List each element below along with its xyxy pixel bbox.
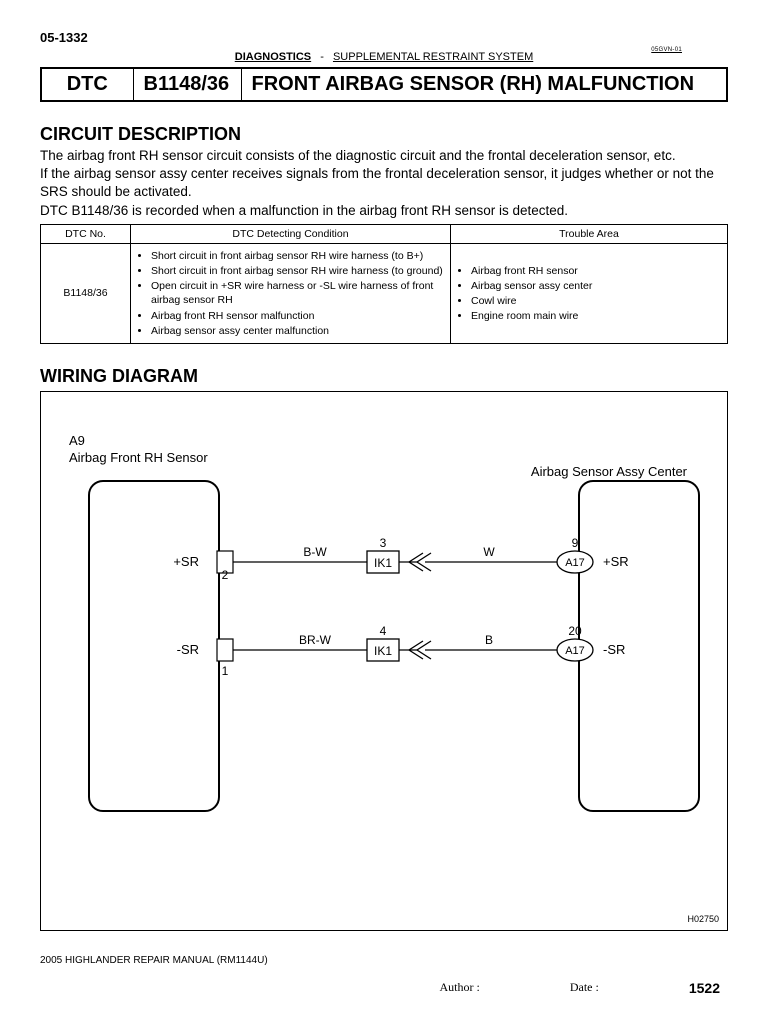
svg-text:1: 1 bbox=[222, 664, 229, 678]
cond-item: Open circuit in +SR wire harness or -SL … bbox=[151, 279, 444, 307]
breadcrumb: DIAGNOSTICS - SUPPLEMENTAL RESTRAINT SYS… bbox=[40, 51, 728, 63]
cond-dtc-no: B1148/36 bbox=[41, 243, 131, 343]
svg-text:B-W: B-W bbox=[303, 545, 327, 559]
cond-item: Short circuit in front airbag sensor RH … bbox=[151, 264, 444, 278]
cond-th-cond: DTC Detecting Condition bbox=[131, 224, 451, 243]
svg-text:-SR: -SR bbox=[603, 642, 625, 657]
trouble-item: Cowl wire bbox=[471, 294, 721, 308]
svg-text:-SR: -SR bbox=[177, 642, 199, 657]
condition-table: DTC No. DTC Detecting Condition Trouble … bbox=[40, 224, 728, 344]
dtc-label: DTC bbox=[41, 68, 133, 101]
svg-text:BR-W: BR-W bbox=[299, 633, 332, 647]
circuit-description-body: The airbag front RH sensor circuit consi… bbox=[40, 147, 728, 220]
figure-code: H02750 bbox=[687, 914, 719, 924]
svg-text:9: 9 bbox=[572, 536, 579, 550]
top-page-code: 05-1332 bbox=[40, 30, 728, 45]
circuit-p3: DTC B1148/36 is recorded when a malfunct… bbox=[40, 203, 568, 218]
cond-th-no: DTC No. bbox=[41, 224, 131, 243]
cond-conditions-cell: Short circuit in front airbag sensor RH … bbox=[131, 243, 451, 343]
cond-trouble-cell: Airbag front RH sensorAirbag sensor assy… bbox=[451, 243, 728, 343]
wiring-left-conn: A9 bbox=[69, 433, 85, 448]
circuit-description-heading: CIRCUIT DESCRIPTION bbox=[40, 124, 728, 145]
breadcrumb-section: DIAGNOSTICS bbox=[235, 51, 311, 63]
svg-text:20: 20 bbox=[568, 624, 582, 638]
trouble-item: Engine room main wire bbox=[471, 309, 721, 323]
svg-text:2: 2 bbox=[222, 568, 229, 582]
svg-text:W: W bbox=[483, 545, 495, 559]
wiring-left-label: A9 Airbag Front RH Sensor bbox=[69, 432, 699, 467]
circuit-p2: If the airbag sensor assy center receive… bbox=[40, 166, 714, 199]
trouble-item: Airbag front RH sensor bbox=[471, 264, 721, 278]
cond-item: Short circuit in front airbag sensor RH … bbox=[151, 249, 444, 263]
dtc-title: FRONT AIRBAG SENSOR (RH) MALFUNCTION bbox=[241, 68, 727, 101]
wiring-diagram-box: A9 Airbag Front RH Sensor Airbag Sensor … bbox=[40, 391, 728, 931]
footer-manual: 2005 HIGHLANDER REPAIR MANUAL (RM1144U) bbox=[40, 955, 728, 966]
doc-revision-code: 05GVN-01 bbox=[651, 47, 682, 53]
svg-text:+SR: +SR bbox=[603, 554, 629, 569]
breadcrumb-subsection: SUPPLEMENTAL RESTRAINT SYSTEM bbox=[333, 51, 533, 63]
left-sensor-box bbox=[89, 481, 219, 811]
svg-text:IK1: IK1 bbox=[374, 644, 392, 658]
wiring-svg: 2 +SR B-W 3 IK1 W 9 A17 +SR bbox=[69, 471, 709, 871]
svg-text:A17: A17 bbox=[565, 645, 585, 657]
cond-th-trouble: Trouble Area bbox=[451, 224, 728, 243]
wiring-svg-wrap: 2 +SR B-W 3 IK1 W 9 A17 +SR bbox=[69, 471, 699, 871]
cond-conditions-list: Short circuit in front airbag sensor RH … bbox=[137, 249, 444, 338]
svg-text:A17: A17 bbox=[565, 557, 585, 569]
cond-trouble-list: Airbag front RH sensorAirbag sensor assy… bbox=[457, 264, 721, 324]
svg-text:4: 4 bbox=[380, 624, 387, 638]
dtc-code: B1148/36 bbox=[133, 68, 241, 101]
svg-text:B: B bbox=[485, 633, 493, 647]
dtc-title-table: DTC B1148/36 FRONT AIRBAG SENSOR (RH) MA… bbox=[40, 67, 728, 102]
right-assy-box bbox=[579, 481, 699, 811]
wiring-diagram-heading: WIRING DIAGRAM bbox=[40, 366, 728, 387]
svg-text:+SR: +SR bbox=[173, 554, 199, 569]
breadcrumb-sep: - bbox=[320, 51, 324, 63]
page: 05-1332 DIAGNOSTICS - SUPPLEMENTAL RESTR… bbox=[0, 0, 768, 1016]
cond-item: Airbag sensor assy center malfunction bbox=[151, 324, 444, 338]
svg-text:IK1: IK1 bbox=[374, 556, 392, 570]
trouble-item: Airbag sensor assy center bbox=[471, 279, 721, 293]
svg-text:3: 3 bbox=[380, 536, 387, 550]
wiring-left-name: Airbag Front RH Sensor bbox=[69, 450, 208, 465]
circuit-p1: The airbag front RH sensor circuit consi… bbox=[40, 148, 676, 163]
cond-item: Airbag front RH sensor malfunction bbox=[151, 309, 444, 323]
